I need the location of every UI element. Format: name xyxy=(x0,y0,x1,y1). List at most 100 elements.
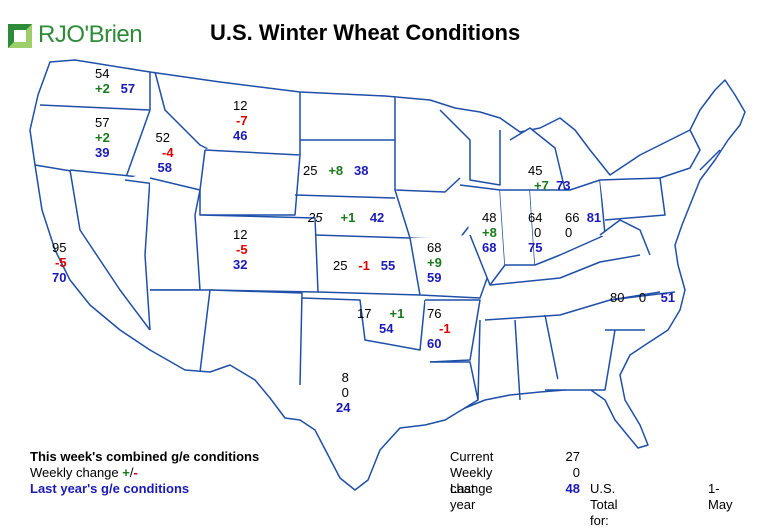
rjobrien-logo: RJO'Brien xyxy=(8,18,158,54)
total-change-label: Weekly change xyxy=(450,465,493,496)
legend-change-slash: / xyxy=(129,465,134,480)
total-last-year-value: 48 xyxy=(565,481,580,496)
id-last-year: 58 xyxy=(157,160,173,175)
total-change-value: 0 xyxy=(572,465,580,480)
state-wa-label: 54 +2 57 xyxy=(95,66,135,96)
mt-last-year: 46 xyxy=(233,128,248,143)
tx-current: 8 xyxy=(341,370,349,385)
mo-change: +9 xyxy=(427,255,442,270)
state-co-label: 12 -5 32 xyxy=(233,227,248,272)
border-wy-sd xyxy=(199,154,301,216)
mi-current: 45 xyxy=(528,163,543,178)
wa-current: 54 xyxy=(95,66,110,81)
border-ky-tn xyxy=(489,254,641,286)
ne-current: 25 xyxy=(308,210,323,225)
in-current: 64 xyxy=(528,210,543,225)
id-change: -4 xyxy=(162,145,174,160)
border-ok xyxy=(301,297,426,351)
sd-current: 25 xyxy=(303,163,318,178)
sd-last-year: 38 xyxy=(353,163,369,178)
co-change: -5 xyxy=(236,242,248,257)
wa-last-year: 57 xyxy=(120,81,136,96)
legend-change-plus: + xyxy=(122,465,130,480)
ks-last-year: 55 xyxy=(380,258,396,273)
map-title: U.S. Winter Wheat Conditions xyxy=(210,20,521,45)
total-last-year-label: Last year xyxy=(450,481,476,512)
border-tn xyxy=(484,291,661,321)
border-ny-ne xyxy=(659,129,721,179)
oh-last-year: 81 xyxy=(586,210,602,225)
ok-last-year: 54 xyxy=(379,321,394,336)
total-current-value: 27 xyxy=(565,449,580,464)
border-co-box xyxy=(199,214,319,293)
mt-change: -7 xyxy=(236,113,248,128)
total-current-label: Current xyxy=(450,449,494,464)
border-ne-ks xyxy=(314,234,411,239)
border-wi xyxy=(439,109,501,186)
border-la xyxy=(430,361,479,421)
border-ut-co xyxy=(149,177,201,291)
border-ca-nv xyxy=(69,169,151,331)
or-current: 57 xyxy=(95,115,110,130)
us-state-map xyxy=(29,59,746,491)
report-date: 1-May xyxy=(708,481,733,512)
co-current: 12 xyxy=(233,227,248,242)
ar-last-year: 60 xyxy=(427,336,442,351)
mi-last-year: 73 xyxy=(556,178,571,193)
wa-change: +2 xyxy=(95,81,110,96)
legend-current: This week's combined g/e conditions xyxy=(30,449,260,464)
nc-change: 0 xyxy=(638,290,647,305)
border-ks-ok xyxy=(317,291,421,296)
ca-current: 95 xyxy=(52,240,67,255)
ok-change: +1 xyxy=(389,306,405,321)
il-change: +8 xyxy=(482,225,497,240)
in-last-year: 75 xyxy=(528,240,543,255)
border-sc-nc xyxy=(605,291,676,331)
nc-last-year: 51 xyxy=(660,290,676,305)
il-last-year: 68 xyxy=(482,240,497,255)
id-current: 52 xyxy=(155,130,171,145)
border-va-wv xyxy=(599,219,651,256)
nc-current: 80 xyxy=(610,290,625,305)
mi-change: +7 xyxy=(534,178,549,193)
oh-current: 66 xyxy=(565,210,580,225)
logo-mark-icon xyxy=(8,24,32,48)
state-ks-label: 25 -1 55 xyxy=(333,258,395,273)
state-in-label: 64 0 75 xyxy=(528,210,542,255)
border-id-mt xyxy=(154,71,211,151)
in-change: 0 xyxy=(534,225,542,240)
border-mn-ia xyxy=(394,96,461,193)
state-sd-label: 25 +8 38 xyxy=(303,163,368,178)
ks-current: 25 xyxy=(333,258,348,273)
state-oh-label: 66 81 0 xyxy=(565,210,601,240)
il-current: 48 xyxy=(482,210,497,225)
or-last-year: 39 xyxy=(95,145,110,160)
border-nm-tx xyxy=(209,289,303,386)
state-il-label: 48 +8 68 xyxy=(482,210,497,255)
border-oh xyxy=(530,179,606,266)
ca-change: -5 xyxy=(55,255,67,270)
state-ca-label: 95 -5 70 xyxy=(52,240,67,285)
mo-current: 68 xyxy=(427,240,442,255)
border-mi xyxy=(509,127,566,191)
legend-change-minus: - xyxy=(133,465,138,480)
border-id-or xyxy=(124,109,151,181)
tx-change: 0 xyxy=(341,385,349,400)
legend: This week's combined g/e conditions Week… xyxy=(30,449,259,497)
state-ar-label: 76 -1 60 xyxy=(427,306,451,351)
sd-change: +8 xyxy=(328,163,344,178)
state-or-label: 57 +2 39 xyxy=(95,115,110,160)
border-pa-ny xyxy=(599,177,666,221)
state-tx-label: 8 0 24 xyxy=(336,370,350,415)
state-ne-label: 25 +1 42 xyxy=(308,210,384,225)
ne-change: +1 xyxy=(340,210,356,225)
ar-current: 76 xyxy=(427,306,442,321)
us-total-label: U.S. Total for: xyxy=(590,481,618,528)
border-ga-fl xyxy=(545,329,616,391)
state-id-label: 52 -4 58 xyxy=(152,130,174,175)
state-mo-label: 68 +9 59 xyxy=(427,240,442,285)
border-sd-ne xyxy=(294,194,396,199)
state-mi-label: 45 +7 73 xyxy=(528,163,571,193)
legend-change-prefix: Weekly change xyxy=(30,465,123,480)
co-last-year: 32 xyxy=(233,257,248,272)
